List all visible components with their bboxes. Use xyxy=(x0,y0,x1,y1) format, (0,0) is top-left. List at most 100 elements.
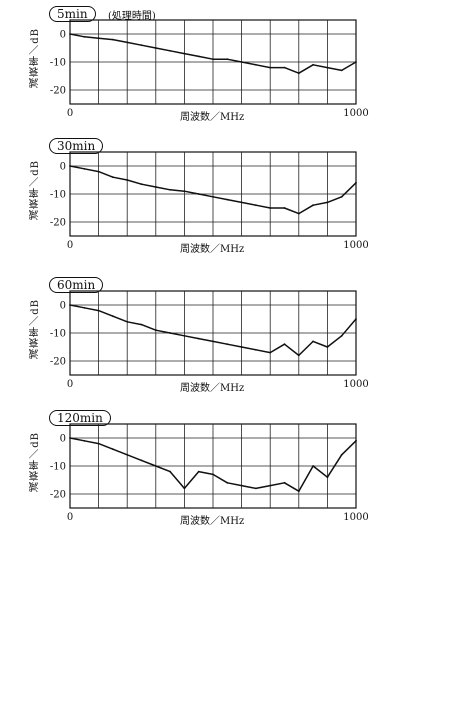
data-point xyxy=(197,337,200,340)
data-point xyxy=(112,176,114,179)
data-point xyxy=(140,44,143,47)
data-point xyxy=(312,63,314,66)
data-point xyxy=(83,167,86,170)
data-point xyxy=(212,340,214,343)
data-point xyxy=(326,66,329,69)
data-point xyxy=(240,201,243,204)
data-point xyxy=(169,332,172,334)
data-point xyxy=(255,204,257,207)
data-point xyxy=(355,318,357,320)
chart-panel-30min: 30min 減衰率／dB 周波数／MHz 0 -10 -20 0 1000 xyxy=(0,138,458,278)
data-point xyxy=(326,201,329,204)
data-point xyxy=(283,207,286,209)
data-point xyxy=(283,343,286,346)
data-point xyxy=(297,72,300,75)
data-point xyxy=(240,61,243,63)
data-point xyxy=(183,190,186,193)
duration-tag: 120min xyxy=(49,410,111,426)
data-point xyxy=(283,481,286,484)
y-tick-label: -10 xyxy=(50,329,66,340)
data-point xyxy=(283,66,286,69)
data-point xyxy=(240,484,243,487)
data-point xyxy=(183,334,186,337)
processing-time-note: (処理時間) xyxy=(108,11,156,22)
data-point xyxy=(69,437,71,439)
data-point xyxy=(154,47,157,49)
data-point xyxy=(97,309,100,312)
x-tick-label-end: 1000 xyxy=(343,512,368,523)
data-point xyxy=(212,58,214,61)
data-point xyxy=(255,348,257,351)
data-point xyxy=(212,473,214,476)
data-point xyxy=(140,459,143,462)
data-point xyxy=(340,334,343,337)
data-point xyxy=(226,343,229,346)
data-point xyxy=(154,465,157,467)
y-tick-label: 0 xyxy=(60,434,66,445)
data-point xyxy=(97,170,100,173)
data-point xyxy=(355,61,357,63)
data-point xyxy=(69,33,71,35)
y-tick-label: -10 xyxy=(50,190,66,201)
x-tick-label-end: 1000 xyxy=(343,379,368,390)
data-point xyxy=(126,41,129,44)
data-point xyxy=(140,183,143,186)
x-axis-label: 周波数／MHz xyxy=(180,383,245,394)
data-point xyxy=(269,484,272,487)
data-point xyxy=(169,188,172,191)
data-point xyxy=(355,181,357,184)
data-point xyxy=(269,351,272,354)
y-tick-label: -20 xyxy=(50,357,66,368)
data-point xyxy=(140,323,143,326)
data-point xyxy=(126,453,129,456)
y-tick-label: -20 xyxy=(50,218,66,229)
chart-panel-120min: 120min 減衰率／dB 周波数／MHz 0 -10 -20 0 1000 xyxy=(0,410,458,550)
data-point xyxy=(255,487,257,490)
data-point xyxy=(69,304,71,306)
data-point xyxy=(297,212,300,215)
data-point xyxy=(240,346,243,348)
duration-tag: 60min xyxy=(49,277,104,293)
data-point xyxy=(340,453,343,456)
data-point xyxy=(326,476,329,479)
data-point xyxy=(169,470,172,473)
data-point xyxy=(297,490,300,493)
x-tick-label-start: 0 xyxy=(67,512,73,523)
data-point xyxy=(312,465,314,467)
plot-area: 0-10-200 1000 xyxy=(50,19,369,119)
data-point xyxy=(154,329,157,332)
data-point xyxy=(112,448,114,451)
data-point xyxy=(312,340,314,343)
y-tick-label: 0 xyxy=(60,162,66,173)
data-point xyxy=(83,35,86,38)
x-axis-label: 周波数／MHz xyxy=(180,516,245,527)
x-axis-label: 周波数／MHz xyxy=(180,112,245,123)
data-point xyxy=(355,439,357,442)
data-point xyxy=(226,481,229,484)
data-point xyxy=(269,66,272,69)
data-point xyxy=(340,69,343,72)
y-tick-label: -10 xyxy=(50,462,66,473)
data-point xyxy=(226,58,229,61)
chart-panel-5min: 5min (処理時間) 減衰率／dB 周波数／MHz 0 -10 -20 0 1000 xyxy=(0,6,458,146)
x-tick-label-end: 1000 xyxy=(343,108,368,119)
data-point xyxy=(83,306,86,309)
data-point xyxy=(312,204,314,207)
data-point xyxy=(154,186,157,188)
data-point xyxy=(183,52,186,55)
y-tick-label: -10 xyxy=(50,58,66,69)
data-point xyxy=(83,439,86,442)
data-point xyxy=(97,442,100,445)
data-point xyxy=(126,179,129,181)
data-point xyxy=(326,346,329,348)
duration-tag: 30min xyxy=(49,138,104,154)
data-point xyxy=(112,315,114,318)
data-point xyxy=(197,470,200,473)
data-point xyxy=(197,55,200,58)
data-point xyxy=(112,38,114,41)
duration-tag: 5min xyxy=(49,6,96,22)
data-point xyxy=(69,165,71,167)
data-point xyxy=(297,354,300,357)
plot-area: 0-10-200 1000 xyxy=(50,151,369,251)
y-tick-label: -20 xyxy=(50,490,66,501)
